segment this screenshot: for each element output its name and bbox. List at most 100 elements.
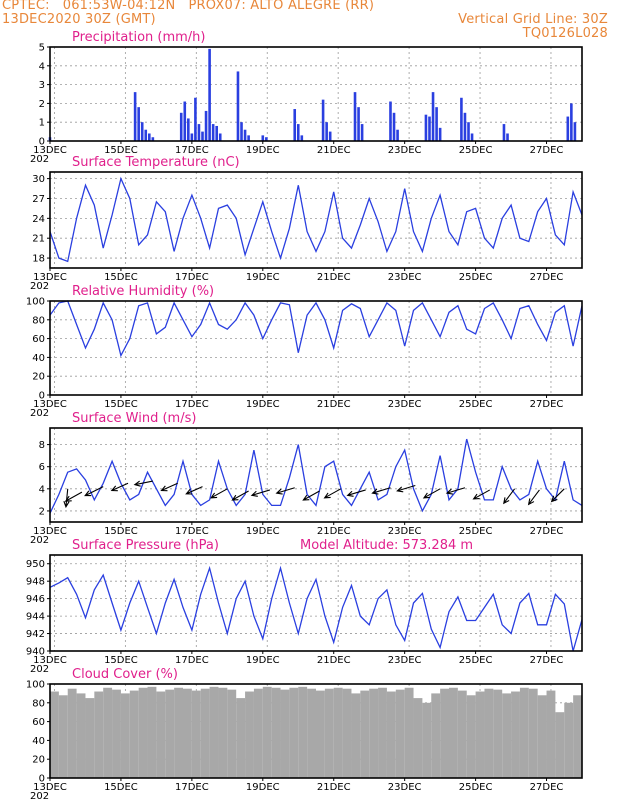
precipitation-bar [389, 101, 392, 141]
cloud-area-segment [564, 702, 574, 778]
cloud-area-segment [573, 695, 582, 778]
pressure-ytick-label: 950 [26, 559, 45, 570]
cloud-area-segment [378, 687, 387, 778]
cloud-area-segment [129, 690, 139, 778]
cloud-xtick-label: 13DEC [33, 782, 67, 793]
cloud-area-segment [413, 698, 423, 778]
wind-xtick-label: 19DEC [246, 526, 280, 537]
cloud-ytick-label: 40 [32, 736, 45, 747]
precipitation-bar [506, 133, 509, 141]
precipitation-bar [470, 133, 474, 141]
precipitation-bar [293, 109, 297, 141]
precipitation-bar [438, 127, 442, 141]
precipitation-bar [218, 133, 222, 141]
cloud-area-segment [165, 689, 175, 778]
cloud-area-segment [183, 688, 192, 778]
precipitation-bar [325, 122, 328, 141]
cloud-area-segment [67, 688, 77, 778]
precipitation-ytick-label: 5 [39, 43, 45, 54]
cloud-area-segment [236, 698, 246, 778]
cloud-xtick-label: 19DEC [246, 782, 280, 793]
cloud-area-segment [431, 693, 441, 778]
humidity-xtick-label: 15DEC [104, 399, 138, 410]
wind-line [49, 438, 583, 514]
precipitation-bar [463, 112, 467, 141]
pressure-xtick-label: 23DEC [388, 655, 422, 666]
temperature-xtick-label: 27DEC [530, 272, 564, 283]
cloud-area-segment [333, 687, 343, 778]
pressure-year-stub: 202 [30, 664, 49, 675]
humidity-year-stub: 202 [30, 408, 49, 419]
pressure-ytick-label: 948 [26, 577, 45, 588]
precipitation-bar [467, 122, 470, 141]
precipitation-bar [201, 131, 204, 141]
wind-vector-arrow [160, 482, 178, 492]
cloud-ytick-label: 20 [32, 755, 45, 766]
precipitation-bar [428, 116, 431, 141]
wind-vector-arrow [472, 489, 491, 500]
precipitation-year-stub: 202 [30, 154, 49, 165]
wind-vector-arrow [550, 488, 565, 503]
wind-xtick-label: 21DEC [317, 526, 351, 537]
wind-title: Surface Wind (m/s) [72, 411, 196, 426]
pressure-ytick-label: 940 [26, 647, 45, 658]
cloud-area-segment [253, 688, 263, 778]
precipitation-bar [424, 114, 428, 141]
precipitation-bar [328, 131, 332, 141]
precipitation-ytick-label: 2 [39, 99, 45, 110]
cloud-area-segment [289, 687, 299, 778]
cloud-area-segment [120, 693, 130, 778]
precipitation-bar [194, 97, 197, 141]
cloud-xtick-label: 15DEC [104, 782, 138, 793]
temperature-xtick-label: 15DEC [104, 272, 138, 283]
cloud-area-segment [227, 689, 237, 778]
cloud-area-segment [369, 688, 379, 778]
precipitation-bar [502, 124, 506, 141]
precipitation-bar [566, 116, 570, 141]
precipitation-bar [179, 112, 183, 141]
cloud-ytick-label: 0 [39, 774, 45, 785]
temperature-xtick-label: 23DEC [388, 272, 422, 283]
wind-vector-arrow [527, 489, 540, 506]
precipitation-bar [396, 129, 399, 141]
cloud-area-segment [112, 689, 121, 778]
pressure-ytick-label: 944 [26, 612, 45, 623]
temperature-xtick-label: 17DEC [175, 272, 209, 283]
cloud-title: Cloud Cover (%) [72, 667, 178, 682]
precipitation-frame [49, 46, 583, 142]
cloud-area-segment [519, 687, 529, 778]
wind-vector-arrow [250, 489, 271, 497]
precipitation-ytick-label: 1 [39, 118, 45, 129]
wind-xtick-label: 23DEC [388, 526, 422, 537]
cloud-area-segment [342, 688, 352, 778]
pressure-xtick-label: 17DEC [175, 655, 209, 666]
header-gridline-note: Vertical Grid Line: 30Z [458, 12, 608, 27]
precipitation-bar [357, 107, 360, 141]
wind-vector-arrow [110, 482, 129, 492]
wind-xtick-label: 25DEC [459, 526, 493, 537]
precipitation-bar [236, 71, 240, 141]
cloud-xtick-label: 17DEC [175, 782, 209, 793]
cloud-area-segment [351, 693, 361, 778]
wind-xtick-label: 17DEC [175, 526, 209, 537]
humidity-ytick-label: 100 [26, 297, 45, 308]
cloud-area-segment [298, 686, 308, 778]
humidity-line [49, 300, 583, 358]
cloud-xtick-label: 25DEC [459, 782, 493, 793]
humidity-ytick-label: 20 [32, 372, 45, 383]
humidity-xtick-label: 13DEC [33, 399, 67, 410]
wind-ytick-label: 2 [39, 506, 45, 517]
temperature-xtick-label: 21DEC [317, 272, 351, 283]
temperature-xtick-label: 25DEC [459, 272, 493, 283]
precipitation-xtick-label: 15DEC [104, 145, 138, 156]
humidity-ytick-label: 80 [32, 315, 45, 326]
cloud-area-segment [156, 691, 166, 778]
cloud-area-segment [502, 693, 512, 778]
wind-xtick-label: 27DEC [530, 526, 564, 537]
wind-year-stub: 202 [30, 535, 49, 546]
precipitation-ytick-label: 3 [39, 80, 45, 91]
humidity-xtick-label: 25DEC [459, 399, 493, 410]
wind-vector-arrow [302, 490, 320, 501]
wind-vector-arrow [275, 487, 295, 495]
cloud-area-segment [466, 695, 476, 778]
